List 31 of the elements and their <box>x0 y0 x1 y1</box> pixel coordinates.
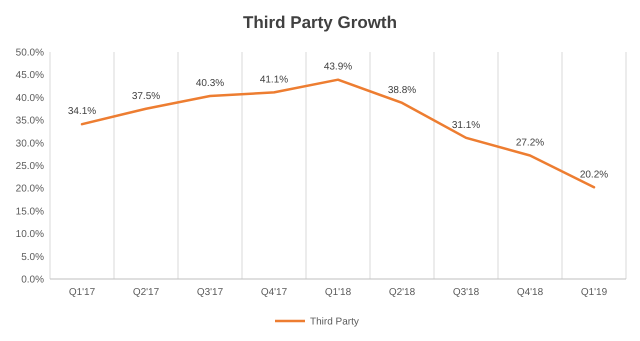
x-tick-label: Q1'19 <box>580 287 608 298</box>
data-label: 38.8% <box>388 84 416 96</box>
chart-title: Third Party Growth <box>243 13 397 32</box>
data-label: 27.2% <box>516 138 544 149</box>
data-label: 20.2% <box>580 169 608 180</box>
data-label: 40.3% <box>196 78 224 90</box>
y-tick-label: 30.0% <box>16 138 44 150</box>
y-tick-label: 35.0% <box>16 116 44 127</box>
y-tick-label: 0.0% <box>21 274 44 286</box>
x-tick-label: Q1'17 <box>68 287 96 298</box>
y-tick-label: 40.0% <box>16 92 44 104</box>
x-tick-label: Q4'18 <box>516 287 544 298</box>
y-tick-label: 10.0% <box>16 229 44 240</box>
x-tick-label: Q2'18 <box>388 287 416 298</box>
data-label: 37.5% <box>132 90 160 102</box>
y-tick-label: 25.0% <box>16 161 44 172</box>
x-tick-label: Q3'17 <box>196 287 224 298</box>
y-tick-label: 50.0% <box>16 48 44 58</box>
y-tick-label: 20.0% <box>16 184 44 195</box>
data-label: 34.1% <box>68 106 96 118</box>
legend-label: Third Party <box>310 316 359 328</box>
x-tick-label: Q3'18 <box>452 287 480 298</box>
y-tick-label: 45.0% <box>16 70 44 82</box>
y-tick-label: 5.0% <box>21 252 44 263</box>
x-tick-label: Q4'17 <box>260 287 288 298</box>
x-tick-label: Q1'18 <box>324 287 352 298</box>
data-label: 31.1% <box>452 120 480 131</box>
x-tick-label: Q2'17 <box>132 287 160 298</box>
data-label: 43.9% <box>324 62 352 73</box>
y-tick-label: 15.0% <box>16 206 44 218</box>
data-label: 41.1% <box>260 74 288 86</box>
